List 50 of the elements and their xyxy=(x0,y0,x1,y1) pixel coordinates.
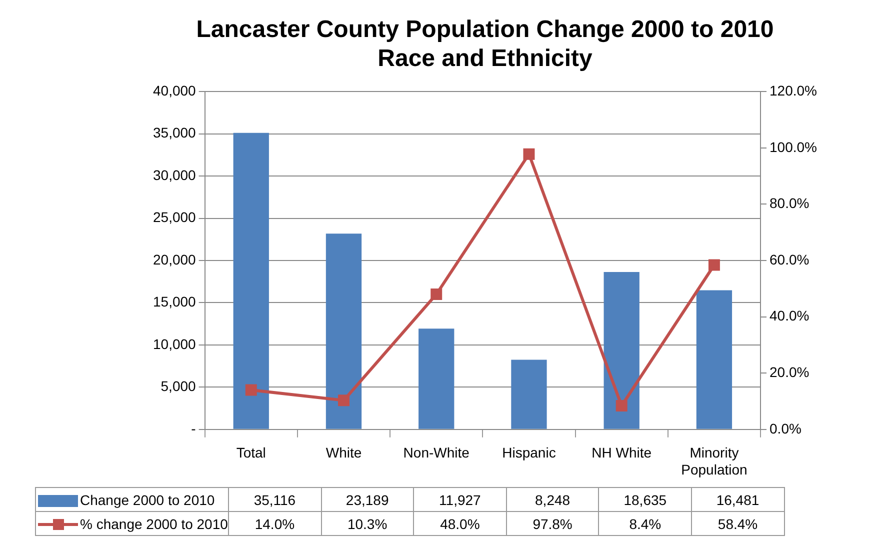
data-label: 18,635 xyxy=(598,488,692,512)
data-label: 14.0% xyxy=(228,512,322,536)
x-tick-label: NH White xyxy=(592,444,652,461)
y2-tick-label: 80.0% xyxy=(770,195,810,212)
data-label: 48.0% xyxy=(414,512,506,536)
bar xyxy=(233,132,269,429)
bar xyxy=(418,328,454,429)
point xyxy=(430,288,442,300)
point xyxy=(523,148,535,160)
bar xyxy=(326,234,362,429)
y2-tick-label: 0.0% xyxy=(770,420,802,436)
y2-tick-label: 100.0% xyxy=(770,138,817,155)
y-tick-label: 10,000 xyxy=(152,336,196,352)
y-tick-label: 15,000 xyxy=(152,294,196,310)
bar xyxy=(511,360,547,429)
y-tick-label: - xyxy=(191,420,196,436)
x-tick-label: Non-White xyxy=(403,444,470,461)
y-tick-label: 40,000 xyxy=(152,82,196,98)
y2-tick-label: 40.0% xyxy=(770,308,810,324)
x-tick-label: Hispanic xyxy=(502,444,556,461)
y2-tick-label: 60.0% xyxy=(770,251,810,268)
chart-subtitle: Race and Ethnicity xyxy=(378,44,594,72)
legend-label: Change 2000 to 2010 xyxy=(36,488,228,512)
data-label: 23,189 xyxy=(321,488,414,512)
data-label: 11,927 xyxy=(414,488,506,512)
x-tick-label: White xyxy=(326,444,362,461)
point xyxy=(338,394,350,406)
data-label: 58.4% xyxy=(691,512,784,536)
y-tick-label: 25,000 xyxy=(152,209,196,226)
y-tick-label: 30,000 xyxy=(152,166,196,183)
data-label: 35,116 xyxy=(228,488,322,512)
data-label: 8,248 xyxy=(506,488,599,512)
point xyxy=(245,384,257,396)
point xyxy=(708,259,720,271)
x-tick-label: Minority Population xyxy=(681,444,748,478)
legend-label: % change 2000 to 2010 xyxy=(36,512,228,536)
y-tick-label: 35,000 xyxy=(152,124,196,141)
bar xyxy=(604,272,640,429)
bar xyxy=(696,290,732,429)
data-label: 97.8% xyxy=(506,512,599,536)
data-label: 16,481 xyxy=(691,488,784,512)
data-label: 10.3% xyxy=(321,512,414,536)
x-tick-label: Total xyxy=(236,444,266,461)
y-tick-label: 5,000 xyxy=(160,378,196,394)
y-tick-label: 20,000 xyxy=(152,251,196,268)
data-label: 8.4% xyxy=(598,512,692,536)
point xyxy=(616,400,628,412)
y2-tick-label: 20.0% xyxy=(770,364,810,380)
chart-title: Lancaster County Population Change 2000 to 2010 xyxy=(196,16,774,44)
y2-tick-label: 120.0% xyxy=(770,82,817,98)
